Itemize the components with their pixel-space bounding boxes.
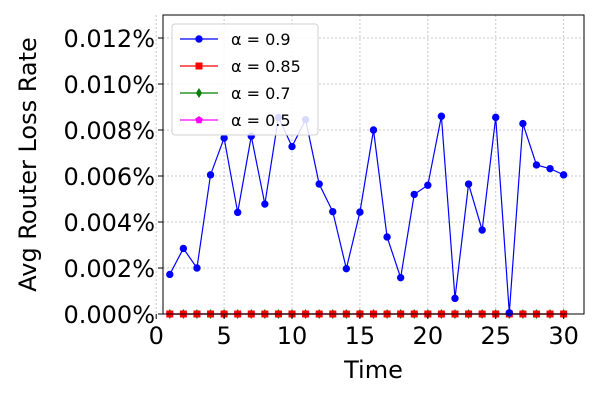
y-tick-label: 0.004% bbox=[63, 209, 155, 237]
legend-item: α = 0.85 bbox=[180, 57, 301, 76]
legend-marker bbox=[195, 62, 203, 70]
legend-label: α = 0.5 bbox=[231, 111, 291, 130]
data-point bbox=[464, 180, 473, 188]
legend-marker bbox=[195, 35, 203, 43]
data-point bbox=[233, 208, 242, 217]
data-point bbox=[166, 270, 174, 279]
data-point bbox=[329, 207, 337, 216]
data-point bbox=[451, 294, 459, 303]
data-point bbox=[356, 208, 364, 216]
series-line bbox=[169, 115, 564, 313]
legend-label: α = 0.9 bbox=[231, 30, 291, 49]
legend-marker bbox=[195, 115, 203, 124]
data-point bbox=[410, 190, 418, 199]
data-point bbox=[492, 113, 500, 122]
legend-label: α = 0.7 bbox=[231, 84, 291, 103]
data-point bbox=[519, 119, 527, 128]
y-tick-label: 0.002% bbox=[63, 255, 155, 283]
x-tick-label: 20 bbox=[413, 322, 444, 350]
y-tick-label: 0.006% bbox=[63, 163, 155, 191]
x-tick-label: 25 bbox=[480, 322, 511, 350]
x-tick-label: 5 bbox=[216, 322, 231, 350]
x-tick-label: 0 bbox=[149, 322, 164, 350]
series-group bbox=[166, 112, 568, 317]
data-point bbox=[315, 180, 323, 188]
data-point bbox=[559, 171, 568, 179]
y-tick-label: 0.008% bbox=[63, 117, 155, 145]
legend: α = 0.9 α = 0.85 α = 0.7 α = 0.5 bbox=[171, 23, 319, 136]
data-point bbox=[206, 171, 215, 179]
y-tick-label: 0.012% bbox=[63, 25, 155, 53]
axis-ticks: 0 5 10 15 20 25 30 0.000% 0.002% 0.004% 0.006% 0.00… bbox=[63, 25, 578, 350]
y-tick-label: 0.000% bbox=[63, 301, 155, 329]
y-axis-title: Avg Router Loss Rate bbox=[14, 37, 42, 292]
data-point bbox=[383, 233, 391, 241]
x-tick-label: 15 bbox=[345, 322, 376, 350]
plot-frame bbox=[162, 14, 585, 315]
data-point bbox=[505, 309, 514, 317]
data-point bbox=[437, 112, 446, 120]
data-point bbox=[179, 244, 188, 253]
data-point bbox=[424, 181, 432, 189]
series-layer bbox=[165, 112, 568, 319]
data-point bbox=[288, 142, 296, 151]
data-point bbox=[546, 164, 554, 173]
legend-item: α = 0.9 bbox=[180, 30, 291, 49]
data-point bbox=[342, 264, 351, 273]
legend-item: α = 0.7 bbox=[180, 84, 291, 103]
x-axis-title: Time bbox=[343, 356, 403, 384]
legend-label: α = 0.85 bbox=[231, 57, 301, 76]
data-point bbox=[396, 273, 405, 282]
data-point bbox=[193, 264, 201, 272]
data-point bbox=[478, 226, 486, 234]
legend-box bbox=[171, 23, 319, 136]
data-point bbox=[220, 134, 228, 142]
legend-marker bbox=[195, 88, 203, 98]
data-point bbox=[532, 161, 541, 169]
x-tick-label: 30 bbox=[548, 322, 579, 350]
y-tick-label: 0.010% bbox=[63, 71, 155, 99]
data-point bbox=[369, 126, 378, 134]
legend-item: α = 0.5 bbox=[180, 111, 291, 130]
data-point bbox=[261, 200, 269, 208]
x-tick-label: 10 bbox=[277, 322, 308, 350]
